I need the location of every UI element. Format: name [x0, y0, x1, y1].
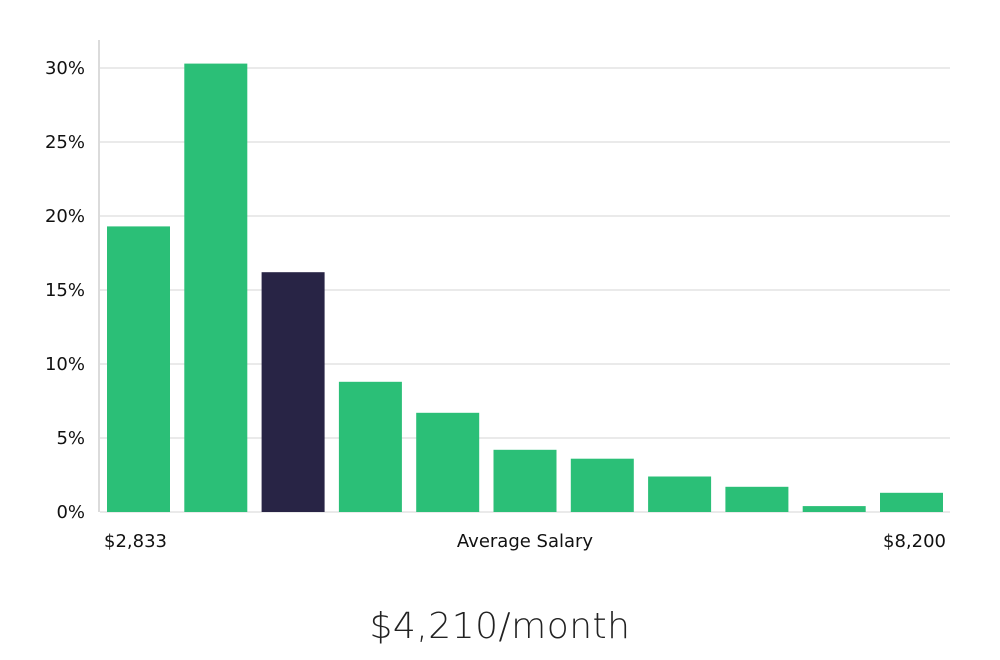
bar	[338, 381, 402, 512]
bar	[725, 486, 789, 512]
bar	[416, 412, 480, 512]
x-min-label: $2,833	[104, 531, 167, 552]
bar	[184, 63, 248, 512]
y-tick-label: 25%	[45, 132, 85, 153]
bar-highlighted	[261, 272, 325, 512]
x-axis-label: Average Salary	[457, 531, 594, 552]
salary-distribution-chart: 0% 5% 10% 15% 20% 25% 30% $2,833 Average Salar…	[45, 40, 950, 552]
bar	[107, 226, 170, 512]
bars	[107, 63, 943, 512]
y-tick-label: 20%	[45, 206, 85, 227]
y-tick-label: 5%	[56, 428, 85, 449]
x-max-label: $8,200	[883, 531, 946, 552]
average-salary-caption: $4,210/month	[369, 606, 631, 647]
y-tick-label: 0%	[56, 502, 85, 523]
bar	[880, 492, 943, 512]
y-tick-label: 10%	[45, 354, 85, 375]
y-tick-label: 30%	[45, 58, 85, 79]
bar	[570, 458, 634, 512]
y-tick-label: 15%	[45, 280, 85, 301]
bar	[648, 476, 712, 512]
bar	[493, 449, 557, 512]
y-tick-labels: 0% 5% 10% 15% 20% 25% 30%	[45, 58, 85, 523]
bar	[802, 506, 866, 512]
